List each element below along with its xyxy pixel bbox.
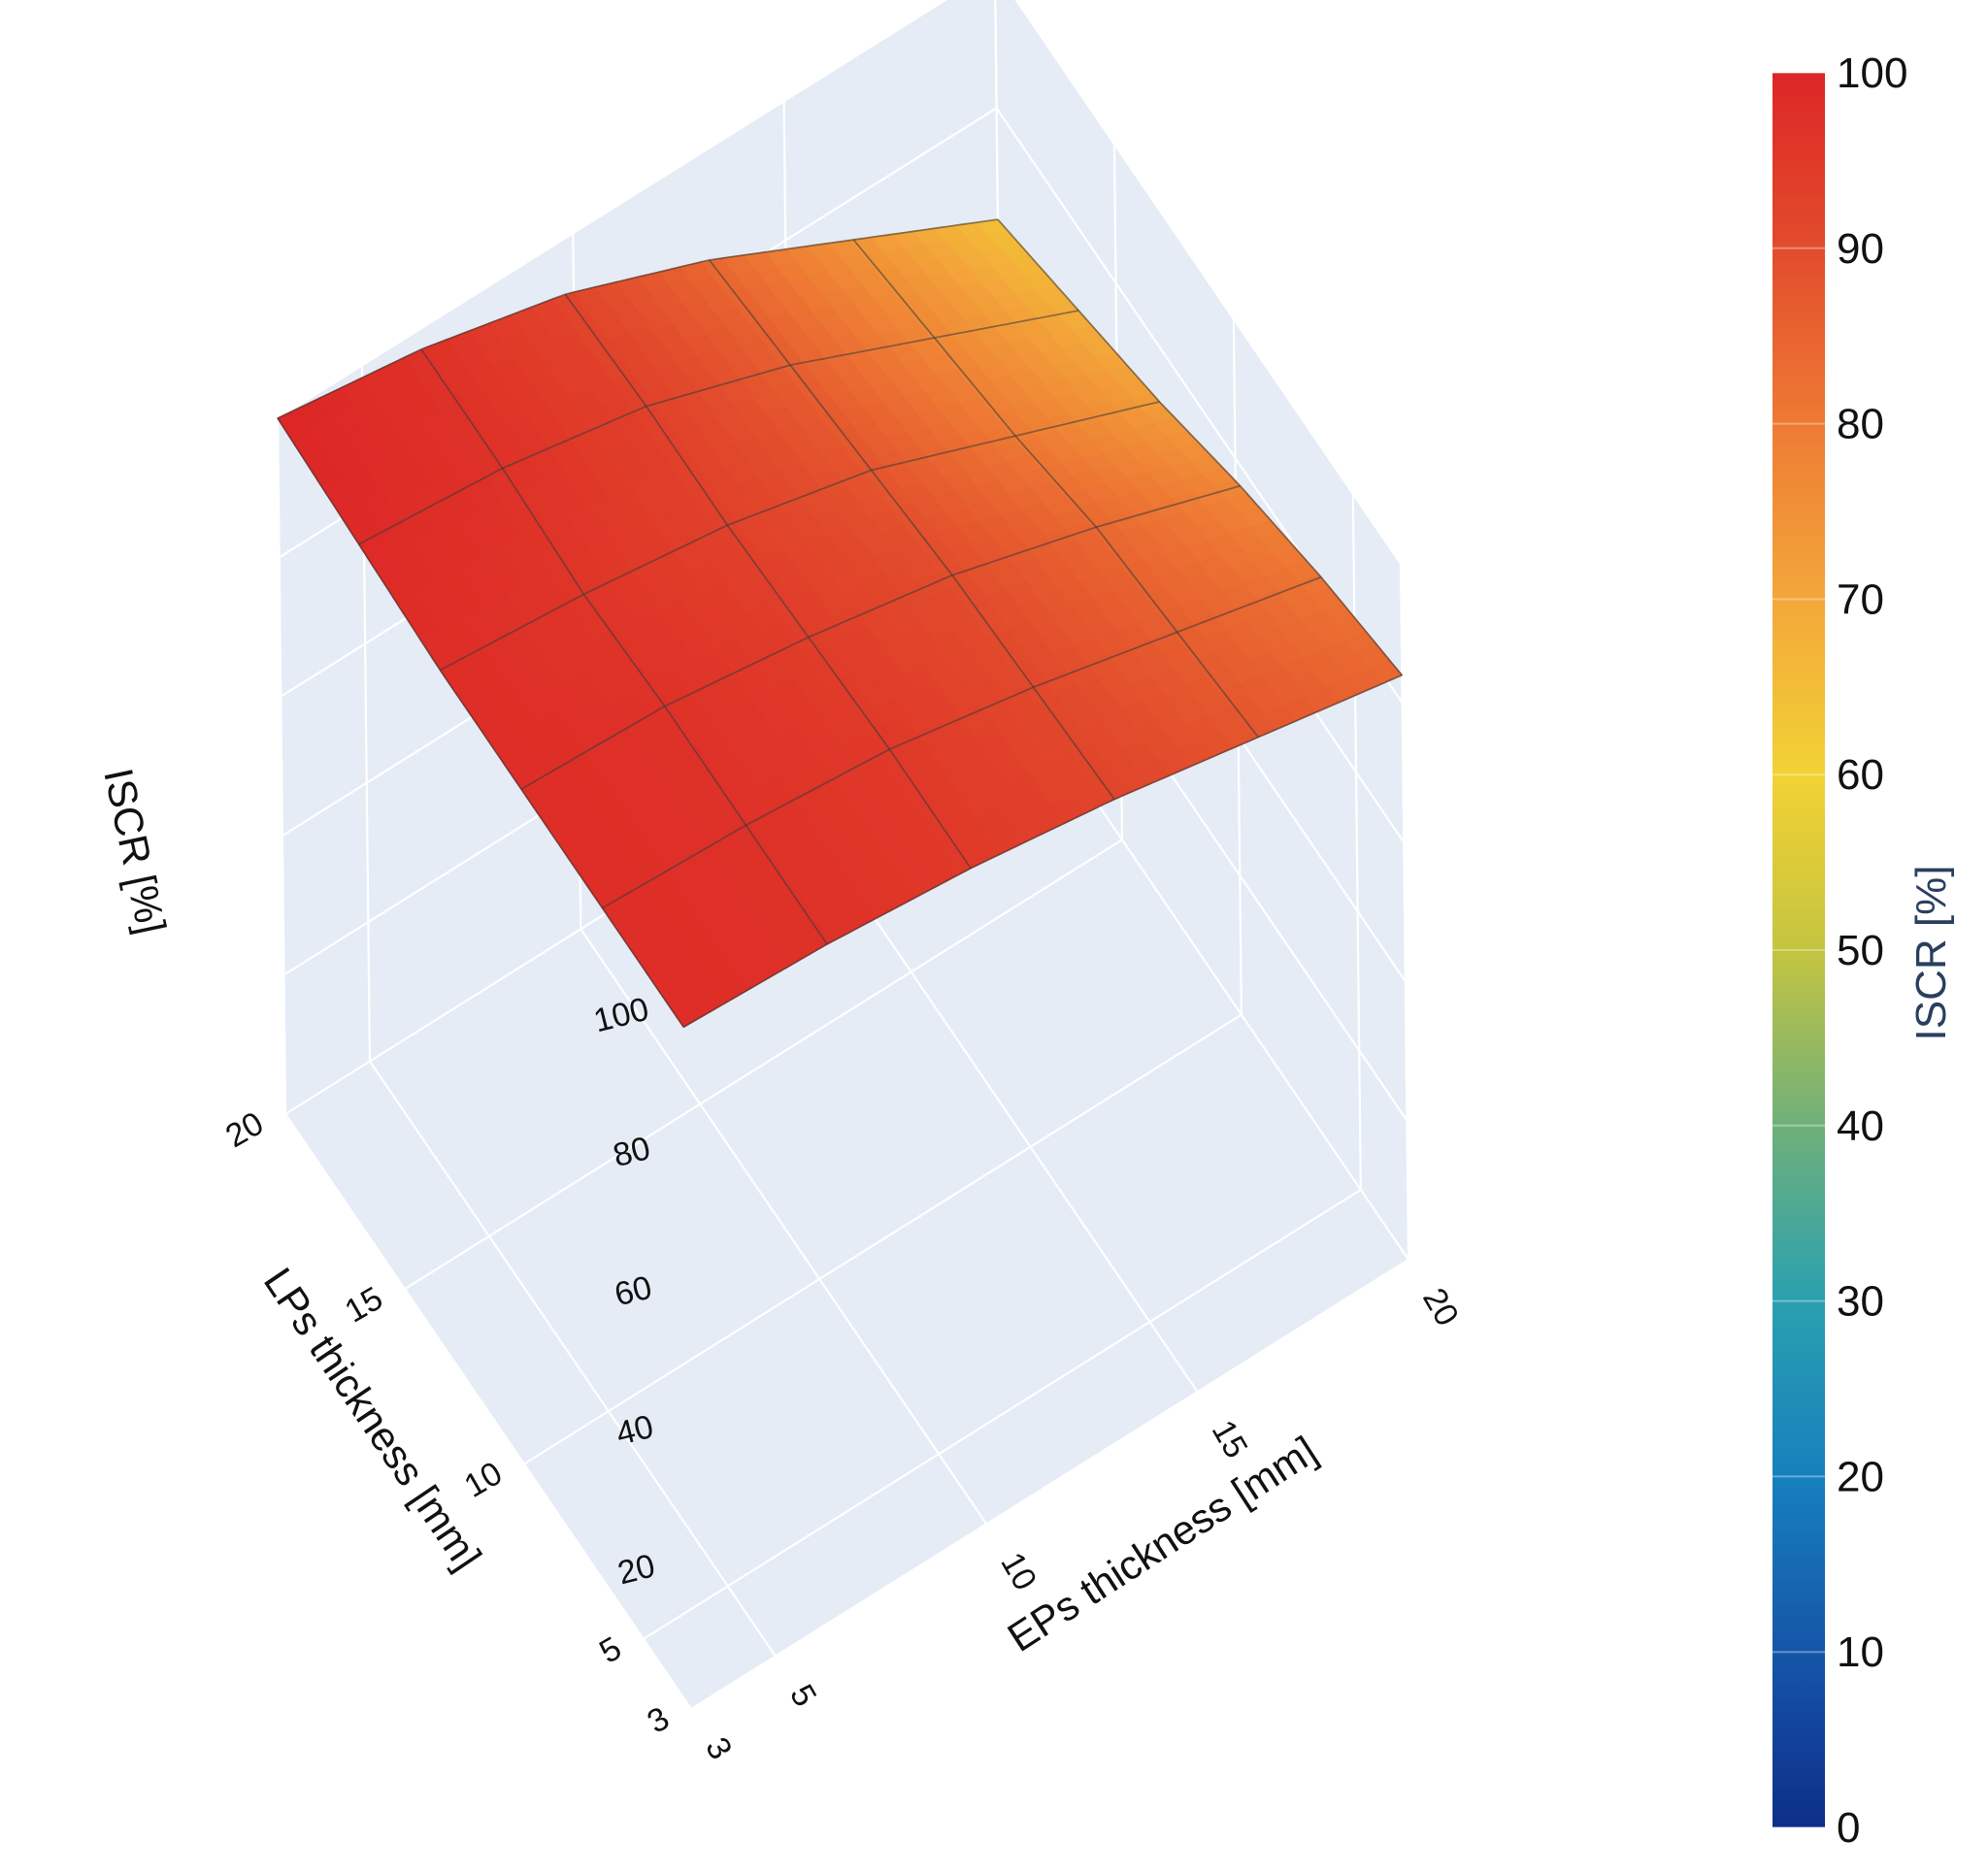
colorbar-tick-label: 50 [1837, 927, 1884, 974]
wall-gridline-z [1014, 0, 1402, 565]
y-tick-label: 3 [641, 1699, 675, 1740]
wall-gridline-y [1399, 563, 1410, 1261]
colorbar-tick-label: 100 [1837, 49, 1907, 97]
colorbar-tick-label: 20 [1837, 1453, 1884, 1500]
y-tick-label: 10 [458, 1455, 509, 1505]
z-tick-label: 20 [614, 1547, 659, 1592]
mesh-line-x [420, 348, 828, 945]
z-tick-label: 40 [613, 1408, 657, 1453]
mesh-line-x [997, 218, 1403, 676]
3d-scene[interactable] [276, 0, 1410, 1710]
x-tick-label: 3 [698, 1731, 739, 1765]
colorbar-tick-label: 60 [1837, 751, 1884, 799]
colorbar-tick-label: 30 [1837, 1278, 1884, 1326]
colorbar-tick-label: 80 [1837, 401, 1884, 448]
mesh-line-y [682, 674, 1403, 1029]
mesh-line-y [520, 484, 1241, 790]
x-tick-label: 15 [1205, 1414, 1255, 1464]
wall-gridline-y [1351, 493, 1362, 1190]
colorbar-tick-label: 0 [1837, 1804, 1860, 1852]
wall-edge [276, 417, 287, 1115]
floor-gridline-x [369, 1060, 777, 1658]
floor-gridline-x [284, 1113, 692, 1710]
y-tick-label: 20 [219, 1104, 270, 1155]
colorbar: 0 10 20 30 40 50 60 70 80 90 100 ISCR [%] [1773, 49, 1955, 1852]
mesh-line-x [852, 239, 1259, 739]
mesh-line-y [358, 310, 1079, 545]
mesh-line-x [277, 417, 684, 1028]
colorbar-tick-label: 10 [1837, 1628, 1884, 1676]
floor-gridline-y [643, 1188, 1362, 1640]
mesh-line-y [277, 218, 999, 419]
colorbar-tick-label: 40 [1837, 1102, 1884, 1150]
colorbar-ticks: 0 10 20 30 40 50 60 70 80 90 100 [1773, 49, 1907, 1852]
mesh-line-x [564, 293, 972, 870]
mesh-line-y [602, 575, 1322, 909]
colorbar-tick-label: 70 [1837, 575, 1884, 623]
floor-gridline-y [523, 1013, 1242, 1465]
colorbar-gradient [1773, 73, 1825, 1827]
mesh-line-y [439, 401, 1160, 672]
z-axis-title: ISCR [%] [95, 765, 175, 938]
x-tick-label: 10 [993, 1546, 1044, 1596]
wall-gridline-z [277, 0, 947, 419]
x-tick-label: 5 [782, 1679, 823, 1713]
colorbar-title: ISCR [%] [1907, 866, 1955, 1041]
z-tick-label: 80 [610, 1130, 654, 1174]
floor-gridline-y [404, 838, 1123, 1291]
y-tick-label: 5 [593, 1629, 627, 1670]
mesh-line-x [708, 259, 1115, 801]
y-tick-label: 15 [339, 1280, 389, 1331]
floor-wall [285, 665, 1408, 1709]
colorbar-tick-label: 90 [1837, 225, 1884, 273]
x-tick-label: 20 [1415, 1282, 1466, 1332]
floor-gridline-y [690, 1259, 1409, 1710]
surface-mesh [277, 218, 1403, 1029]
z-tick-label: 60 [611, 1269, 655, 1314]
floor-gridline-x [580, 928, 988, 1525]
